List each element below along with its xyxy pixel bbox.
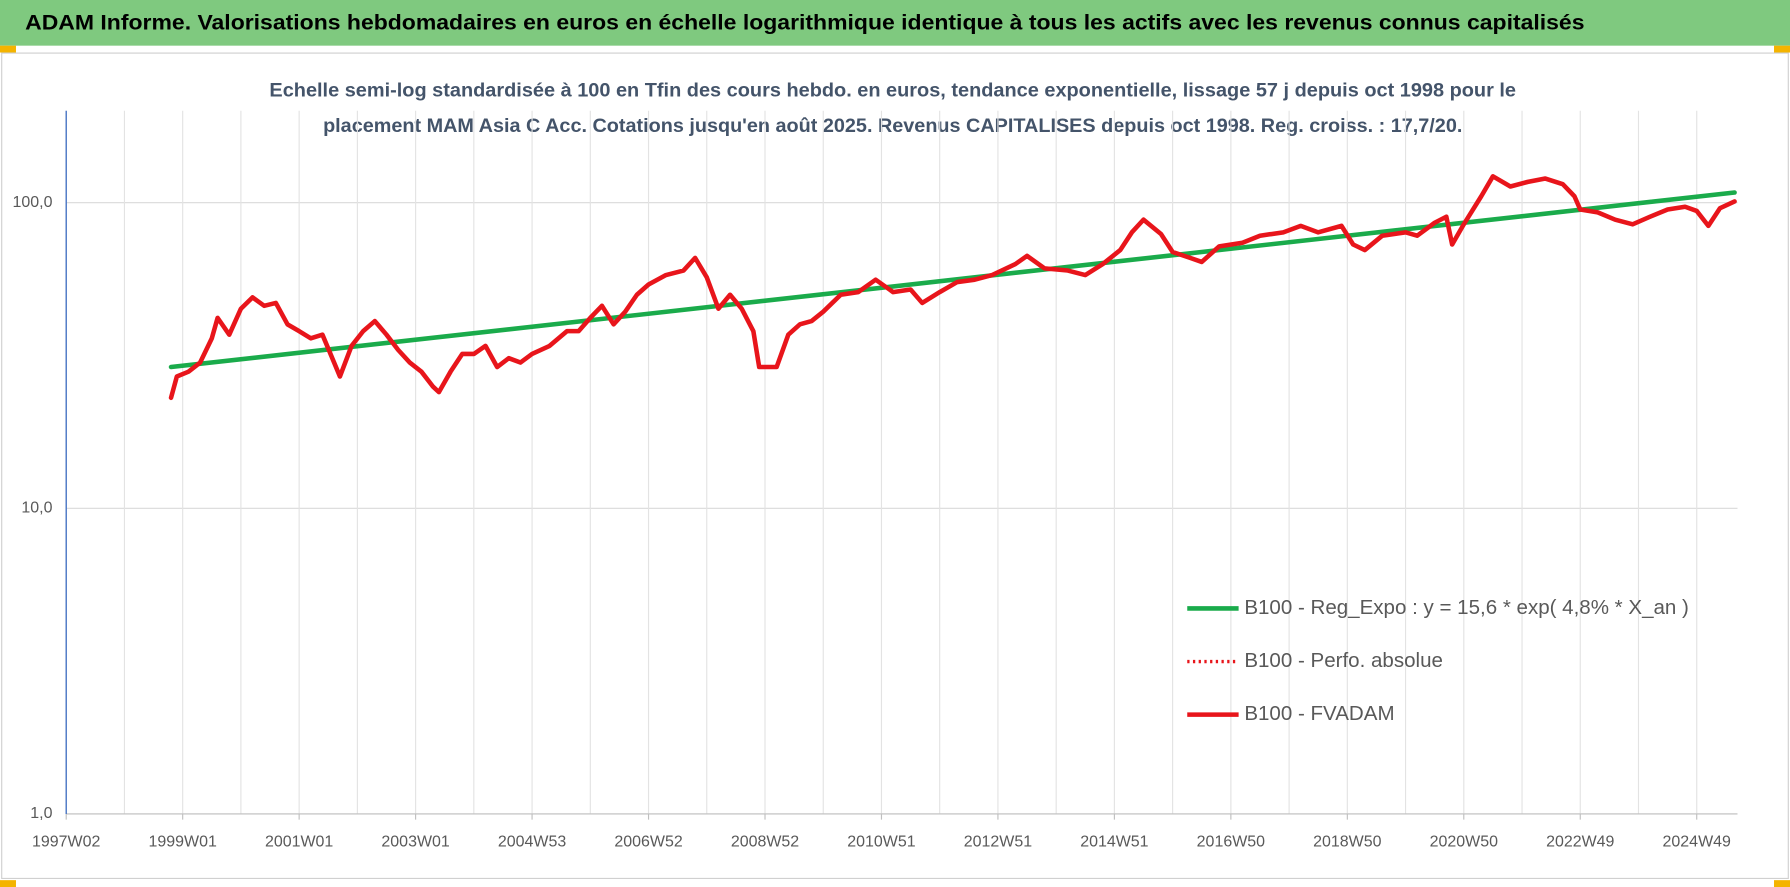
x-tick-label: 2012W51 bbox=[964, 834, 1032, 851]
x-tick-label: 2004W53 bbox=[498, 834, 566, 851]
header-bar bbox=[0, 0, 1790, 46]
x-tick-label: 1997W02 bbox=[32, 834, 100, 851]
corner-mark bbox=[1774, 880, 1790, 887]
y-tick-label: 1,0 bbox=[30, 805, 52, 822]
corner-mark bbox=[0, 45, 16, 53]
x-tick-label: 1999W01 bbox=[148, 834, 216, 851]
y-tick-label: 100,0 bbox=[13, 194, 53, 211]
x-tick-label: 2020W50 bbox=[1430, 834, 1498, 851]
plot bbox=[168, 174, 1737, 401]
series-line bbox=[168, 174, 1737, 401]
chart-subtitle: Echelle semi-log standardisée à 100 en T… bbox=[269, 79, 1516, 101]
x-tick-label: 2018W50 bbox=[1313, 834, 1381, 851]
page-title: ADAM Informe. Valorisations hebdomadaire… bbox=[25, 10, 1584, 35]
x-tick-label: 2016W50 bbox=[1197, 834, 1265, 851]
x-tick-label: 2022W49 bbox=[1546, 834, 1614, 851]
chart-frame bbox=[1, 52, 1789, 880]
legend-label: B100 - Reg_Expo : y = 15,6 * exp( 4,8% *… bbox=[1244, 596, 1689, 619]
x-tick-label: 2008W52 bbox=[731, 834, 799, 851]
corner-mark bbox=[0, 880, 16, 887]
legend-label: B100 - FVADAM bbox=[1244, 702, 1394, 725]
legend: B100 - Reg_Expo : y = 15,6 * exp( 4,8% *… bbox=[1187, 596, 1689, 725]
x-tick-label: 2010W51 bbox=[847, 834, 915, 851]
y-tick-label: 10,0 bbox=[21, 500, 52, 517]
x-tick-label: 2024W49 bbox=[1663, 834, 1731, 851]
series-line bbox=[168, 190, 1737, 370]
chart-subtitle: placement MAM Asia C Acc. Cotations jusq… bbox=[323, 115, 1462, 137]
x-tick-label: 2001W01 bbox=[265, 834, 333, 851]
corner-mark bbox=[1774, 45, 1790, 53]
legend-label: B100 - Perfo. absolue bbox=[1244, 649, 1443, 672]
x-tick-label: 2006W52 bbox=[614, 834, 682, 851]
x-tick-label: 2014W51 bbox=[1080, 834, 1148, 851]
x-tick-label: 2003W01 bbox=[381, 834, 449, 851]
grid: 1,0 10,0 100,0 1997W02 1999W01 2001W01 2003W01… bbox=[13, 110, 1738, 851]
